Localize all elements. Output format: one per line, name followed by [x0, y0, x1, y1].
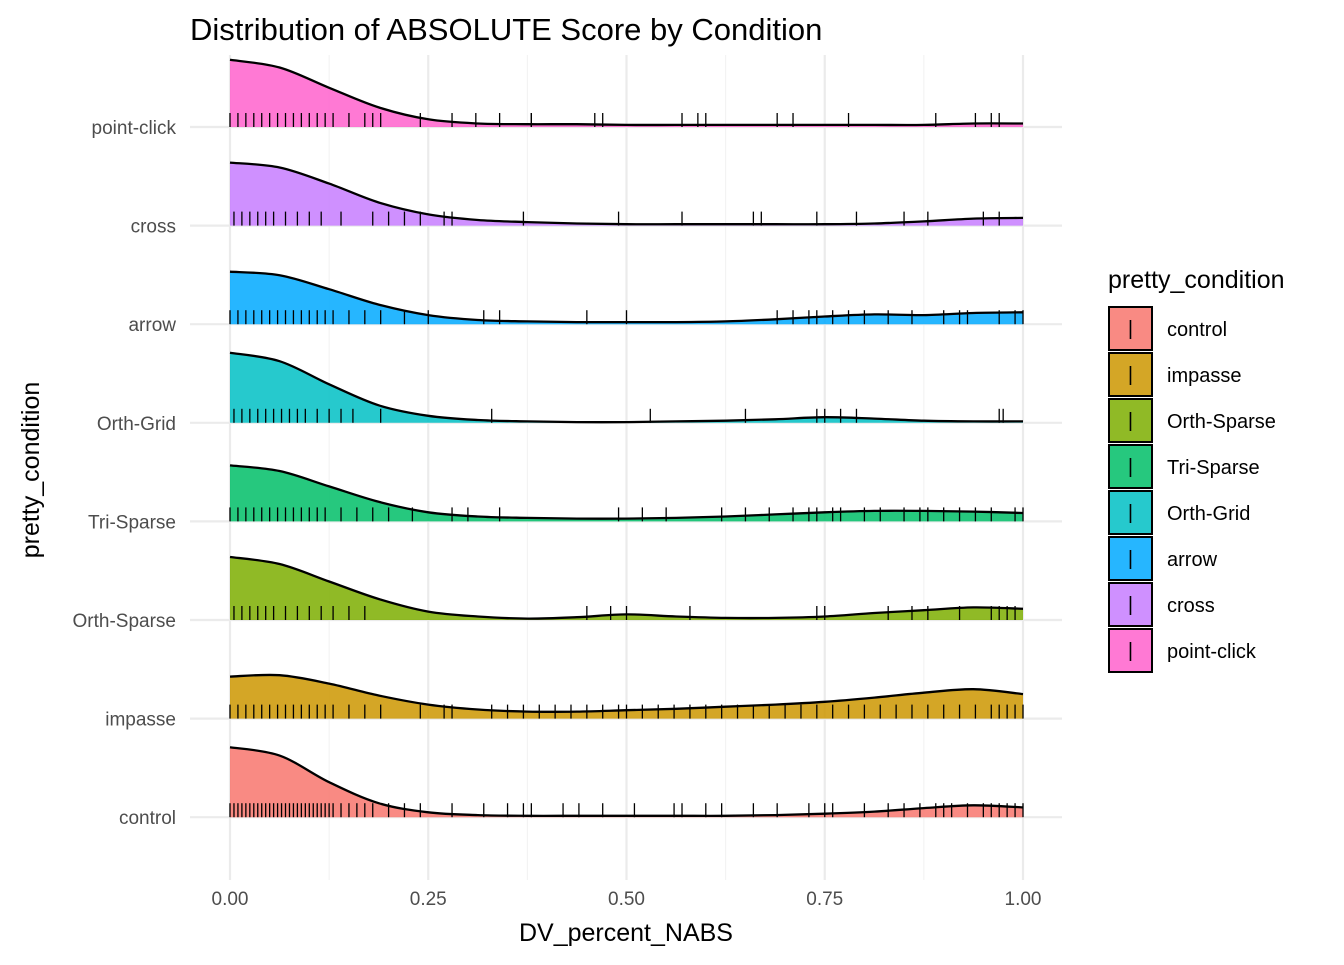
legend-swatch-cross	[1108, 582, 1153, 627]
legend-items: | control| impasse| Orth-Sparse| Tri-Sparse|…	[1108, 306, 1276, 673]
legend-rug-glyph: |	[1128, 456, 1133, 478]
legend-item-orth-sparse: | Orth-Sparse	[1108, 398, 1276, 443]
legend-label-arrow: arrow	[1167, 549, 1218, 571]
legend-label-impasse: impasse	[1167, 365, 1241, 387]
legend: pretty_condition | control | impasse | Orth-S…	[1108, 266, 1285, 673]
ridge-orth-grid	[229, 351, 1024, 424]
x-tick-label: 0.50	[608, 889, 645, 910]
legend-label-orth-sparse: Orth-Sparse	[1167, 411, 1276, 433]
ridge-orth-sparse	[229, 555, 1024, 620]
legend-label-orth-grid: Orth-Grid	[1167, 503, 1250, 525]
legend-rug-glyph: |	[1128, 502, 1133, 524]
x-tick-label: 1.00	[1005, 889, 1042, 910]
ridge-point-click	[229, 58, 1024, 127]
legend-label-tri-sparse: Tri-Sparse	[1167, 457, 1260, 479]
legend-label-cross: cross	[1167, 595, 1215, 617]
legend-title: pretty_condition	[1108, 266, 1285, 294]
x-tick-label: 0.75	[806, 889, 843, 910]
density-curve-orth-grid	[229, 351, 1024, 424]
grid-lines	[190, 55, 1062, 880]
legend-rug-glyph: |	[1128, 318, 1133, 340]
ridge-impasse	[229, 673, 1024, 719]
legend-item-orth-grid: | Orth-Grid	[1108, 490, 1250, 535]
y-tick-labels: point-click cross arrow Orth-Grid Tri-Sparse…	[73, 118, 177, 829]
legend-swatch-control	[1108, 306, 1153, 351]
ridge-arrow	[229, 270, 1024, 325]
y-tick-label-impasse: impasse	[105, 710, 176, 731]
legend-rug-glyph: |	[1128, 594, 1133, 616]
x-tick-label: 0.25	[410, 889, 447, 910]
x-tick-labels: 0.00 0.25 0.50 0.75 1.00	[212, 889, 1042, 910]
y-tick-label-arrow: arrow	[128, 315, 176, 336]
legend-rug-glyph: |	[1128, 548, 1133, 570]
ridge-control	[229, 746, 1024, 818]
legend-rug-glyph: |	[1128, 640, 1133, 662]
y-tick-label-control: control	[119, 808, 176, 829]
legend-item-arrow: | arrow	[1108, 536, 1218, 581]
legend-item-control: | control	[1108, 306, 1227, 351]
y-tick-label-orth-grid: Orth-Grid	[97, 414, 176, 435]
legend-label-point-click: point-click	[1167, 641, 1257, 663]
legend-swatch-tri-sparse	[1108, 444, 1153, 489]
legend-item-tri-sparse: | Tri-Sparse	[1108, 444, 1260, 489]
chart-title: Distribution of ABSOLUTE Score by Condit…	[190, 12, 822, 47]
density-ridges	[229, 58, 1024, 818]
y-tick-label-cross: cross	[131, 217, 176, 238]
legend-item-point-click: | point-click	[1108, 628, 1257, 673]
legend-item-impasse: | impasse	[1108, 352, 1241, 397]
density-area-impasse	[230, 674, 1023, 719]
y-tick-label-point-click: point-click	[92, 118, 177, 139]
density-curve-point-click	[229, 58, 1024, 127]
density-curve-cross	[229, 161, 1024, 226]
y-tick-label-tri-sparse: Tri-Sparse	[88, 512, 176, 533]
legend-swatch-point-click	[1108, 628, 1153, 673]
density-curve-tri-sparse	[229, 464, 1024, 520]
legend-swatch-impasse	[1108, 352, 1153, 397]
ridge-cross	[229, 161, 1024, 226]
density-area-orth-grid	[230, 352, 1023, 423]
legend-rug-glyph: |	[1128, 410, 1133, 432]
x-tick-label: 0.00	[212, 889, 249, 910]
y-tick-label-orth-sparse: Orth-Sparse	[73, 611, 176, 632]
legend-item-cross: | cross	[1108, 582, 1215, 627]
legend-label-control: control	[1167, 319, 1227, 341]
x-axis-title: DV_percent_NABS	[519, 919, 733, 947]
legend-swatch-orth-sparse	[1108, 398, 1153, 443]
ridge-tri-sparse	[229, 464, 1024, 522]
legend-swatch-orth-grid	[1108, 490, 1153, 535]
legend-rug-glyph: |	[1128, 364, 1133, 386]
legend-swatch-arrow	[1108, 536, 1153, 581]
y-axis-title: pretty_condition	[17, 382, 45, 559]
